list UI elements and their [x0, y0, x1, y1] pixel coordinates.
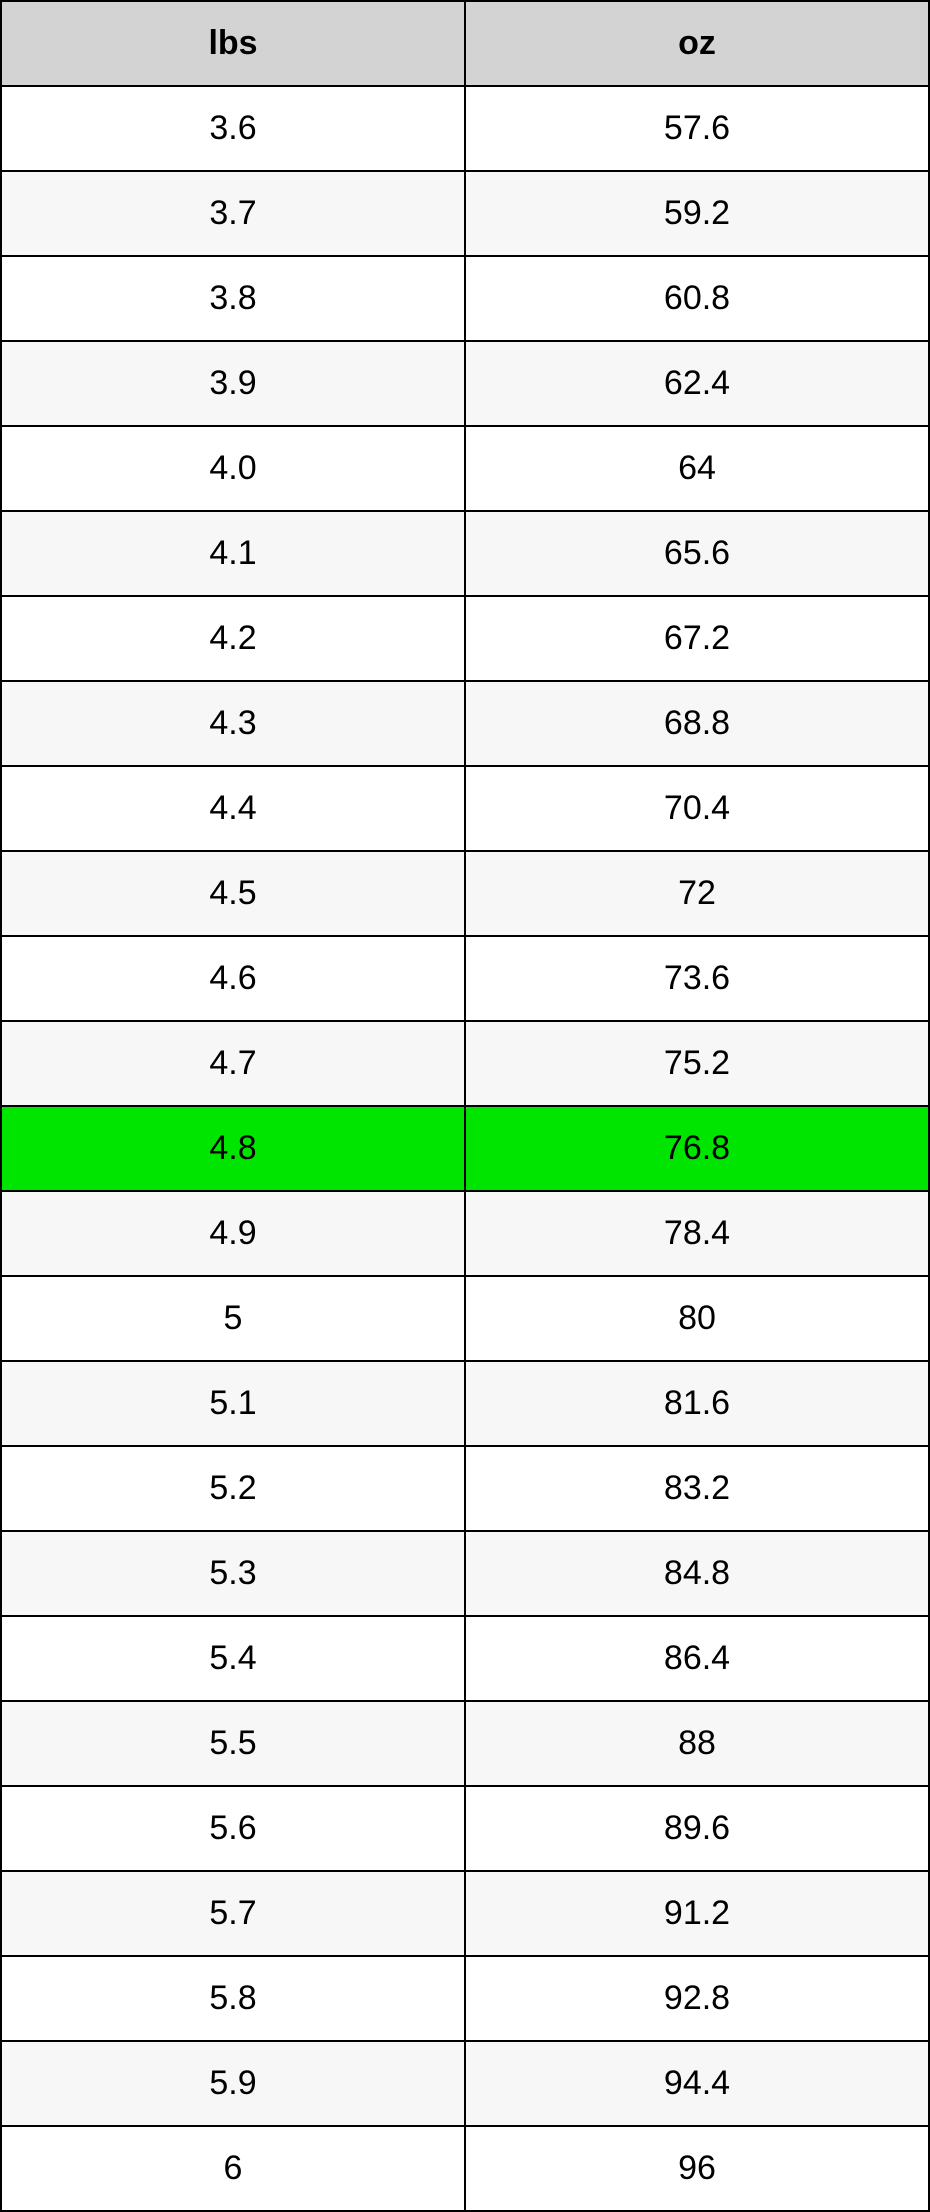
- cell-oz: 89.6: [465, 1786, 929, 1871]
- cell-oz: 96: [465, 2126, 929, 2211]
- cell-oz: 76.8: [465, 1106, 929, 1191]
- table-row: 3.962.4: [1, 341, 929, 426]
- cell-lbs: 5.2: [1, 1446, 465, 1531]
- cell-oz: 88: [465, 1701, 929, 1786]
- cell-lbs: 5.6: [1, 1786, 465, 1871]
- table-row: 5.689.6: [1, 1786, 929, 1871]
- table-row: 4.572: [1, 851, 929, 936]
- cell-lbs: 3.8: [1, 256, 465, 341]
- cell-oz: 83.2: [465, 1446, 929, 1531]
- cell-oz: 57.6: [465, 86, 929, 171]
- table-row: 5.486.4: [1, 1616, 929, 1701]
- table-row: 4.978.4: [1, 1191, 929, 1276]
- table-row: 4.267.2: [1, 596, 929, 681]
- table-body: 3.657.63.759.23.860.83.962.44.0644.165.6…: [1, 86, 929, 2211]
- cell-oz: 86.4: [465, 1616, 929, 1701]
- cell-lbs: 5.8: [1, 1956, 465, 2041]
- cell-oz: 59.2: [465, 171, 929, 256]
- cell-lbs: 3.9: [1, 341, 465, 426]
- cell-lbs: 4.3: [1, 681, 465, 766]
- column-header-oz: oz: [465, 1, 929, 86]
- cell-oz: 94.4: [465, 2041, 929, 2126]
- cell-lbs: 4.8: [1, 1106, 465, 1191]
- cell-lbs: 4.6: [1, 936, 465, 1021]
- table-row: 4.368.8: [1, 681, 929, 766]
- cell-oz: 68.8: [465, 681, 929, 766]
- cell-lbs: 6: [1, 2126, 465, 2211]
- table-row: 5.892.8: [1, 1956, 929, 2041]
- cell-lbs: 5.4: [1, 1616, 465, 1701]
- table-row: 5.994.4: [1, 2041, 929, 2126]
- table-row: 3.860.8: [1, 256, 929, 341]
- cell-lbs: 5: [1, 1276, 465, 1361]
- cell-oz: 62.4: [465, 341, 929, 426]
- cell-oz: 78.4: [465, 1191, 929, 1276]
- cell-lbs: 5.5: [1, 1701, 465, 1786]
- cell-lbs: 4.7: [1, 1021, 465, 1106]
- cell-oz: 65.6: [465, 511, 929, 596]
- cell-lbs: 5.7: [1, 1871, 465, 1956]
- table-row: 3.759.2: [1, 171, 929, 256]
- table-row: 4.470.4: [1, 766, 929, 851]
- table-row: 4.165.6: [1, 511, 929, 596]
- cell-lbs: 4.1: [1, 511, 465, 596]
- table-row: 5.791.2: [1, 1871, 929, 1956]
- table-row: 4.775.2: [1, 1021, 929, 1106]
- cell-oz: 73.6: [465, 936, 929, 1021]
- conversion-table: lbs oz 3.657.63.759.23.860.83.962.44.064…: [0, 0, 930, 2212]
- table-row: 580: [1, 1276, 929, 1361]
- table-row: 4.673.6: [1, 936, 929, 1021]
- cell-oz: 75.2: [465, 1021, 929, 1106]
- cell-lbs: 5.3: [1, 1531, 465, 1616]
- cell-oz: 67.2: [465, 596, 929, 681]
- table-header: lbs oz: [1, 1, 929, 86]
- cell-lbs: 5.1: [1, 1361, 465, 1446]
- table-row: 5.283.2: [1, 1446, 929, 1531]
- cell-oz: 92.8: [465, 1956, 929, 2041]
- cell-lbs: 3.6: [1, 86, 465, 171]
- table-row: 5.588: [1, 1701, 929, 1786]
- cell-oz: 70.4: [465, 766, 929, 851]
- cell-lbs: 4.5: [1, 851, 465, 936]
- cell-oz: 91.2: [465, 1871, 929, 1956]
- table-row: 4.064: [1, 426, 929, 511]
- cell-lbs: 4.0: [1, 426, 465, 511]
- cell-oz: 84.8: [465, 1531, 929, 1616]
- table-row: 3.657.6: [1, 86, 929, 171]
- table-row: 696: [1, 2126, 929, 2211]
- cell-lbs: 5.9: [1, 2041, 465, 2126]
- cell-lbs: 4.9: [1, 1191, 465, 1276]
- cell-lbs: 4.2: [1, 596, 465, 681]
- table-row: 4.876.8: [1, 1106, 929, 1191]
- column-header-lbs: lbs: [1, 1, 465, 86]
- table-row: 5.181.6: [1, 1361, 929, 1446]
- cell-oz: 64: [465, 426, 929, 511]
- cell-oz: 60.8: [465, 256, 929, 341]
- cell-oz: 81.6: [465, 1361, 929, 1446]
- cell-lbs: 3.7: [1, 171, 465, 256]
- cell-oz: 72: [465, 851, 929, 936]
- table-row: 5.384.8: [1, 1531, 929, 1616]
- header-row: lbs oz: [1, 1, 929, 86]
- cell-oz: 80: [465, 1276, 929, 1361]
- cell-lbs: 4.4: [1, 766, 465, 851]
